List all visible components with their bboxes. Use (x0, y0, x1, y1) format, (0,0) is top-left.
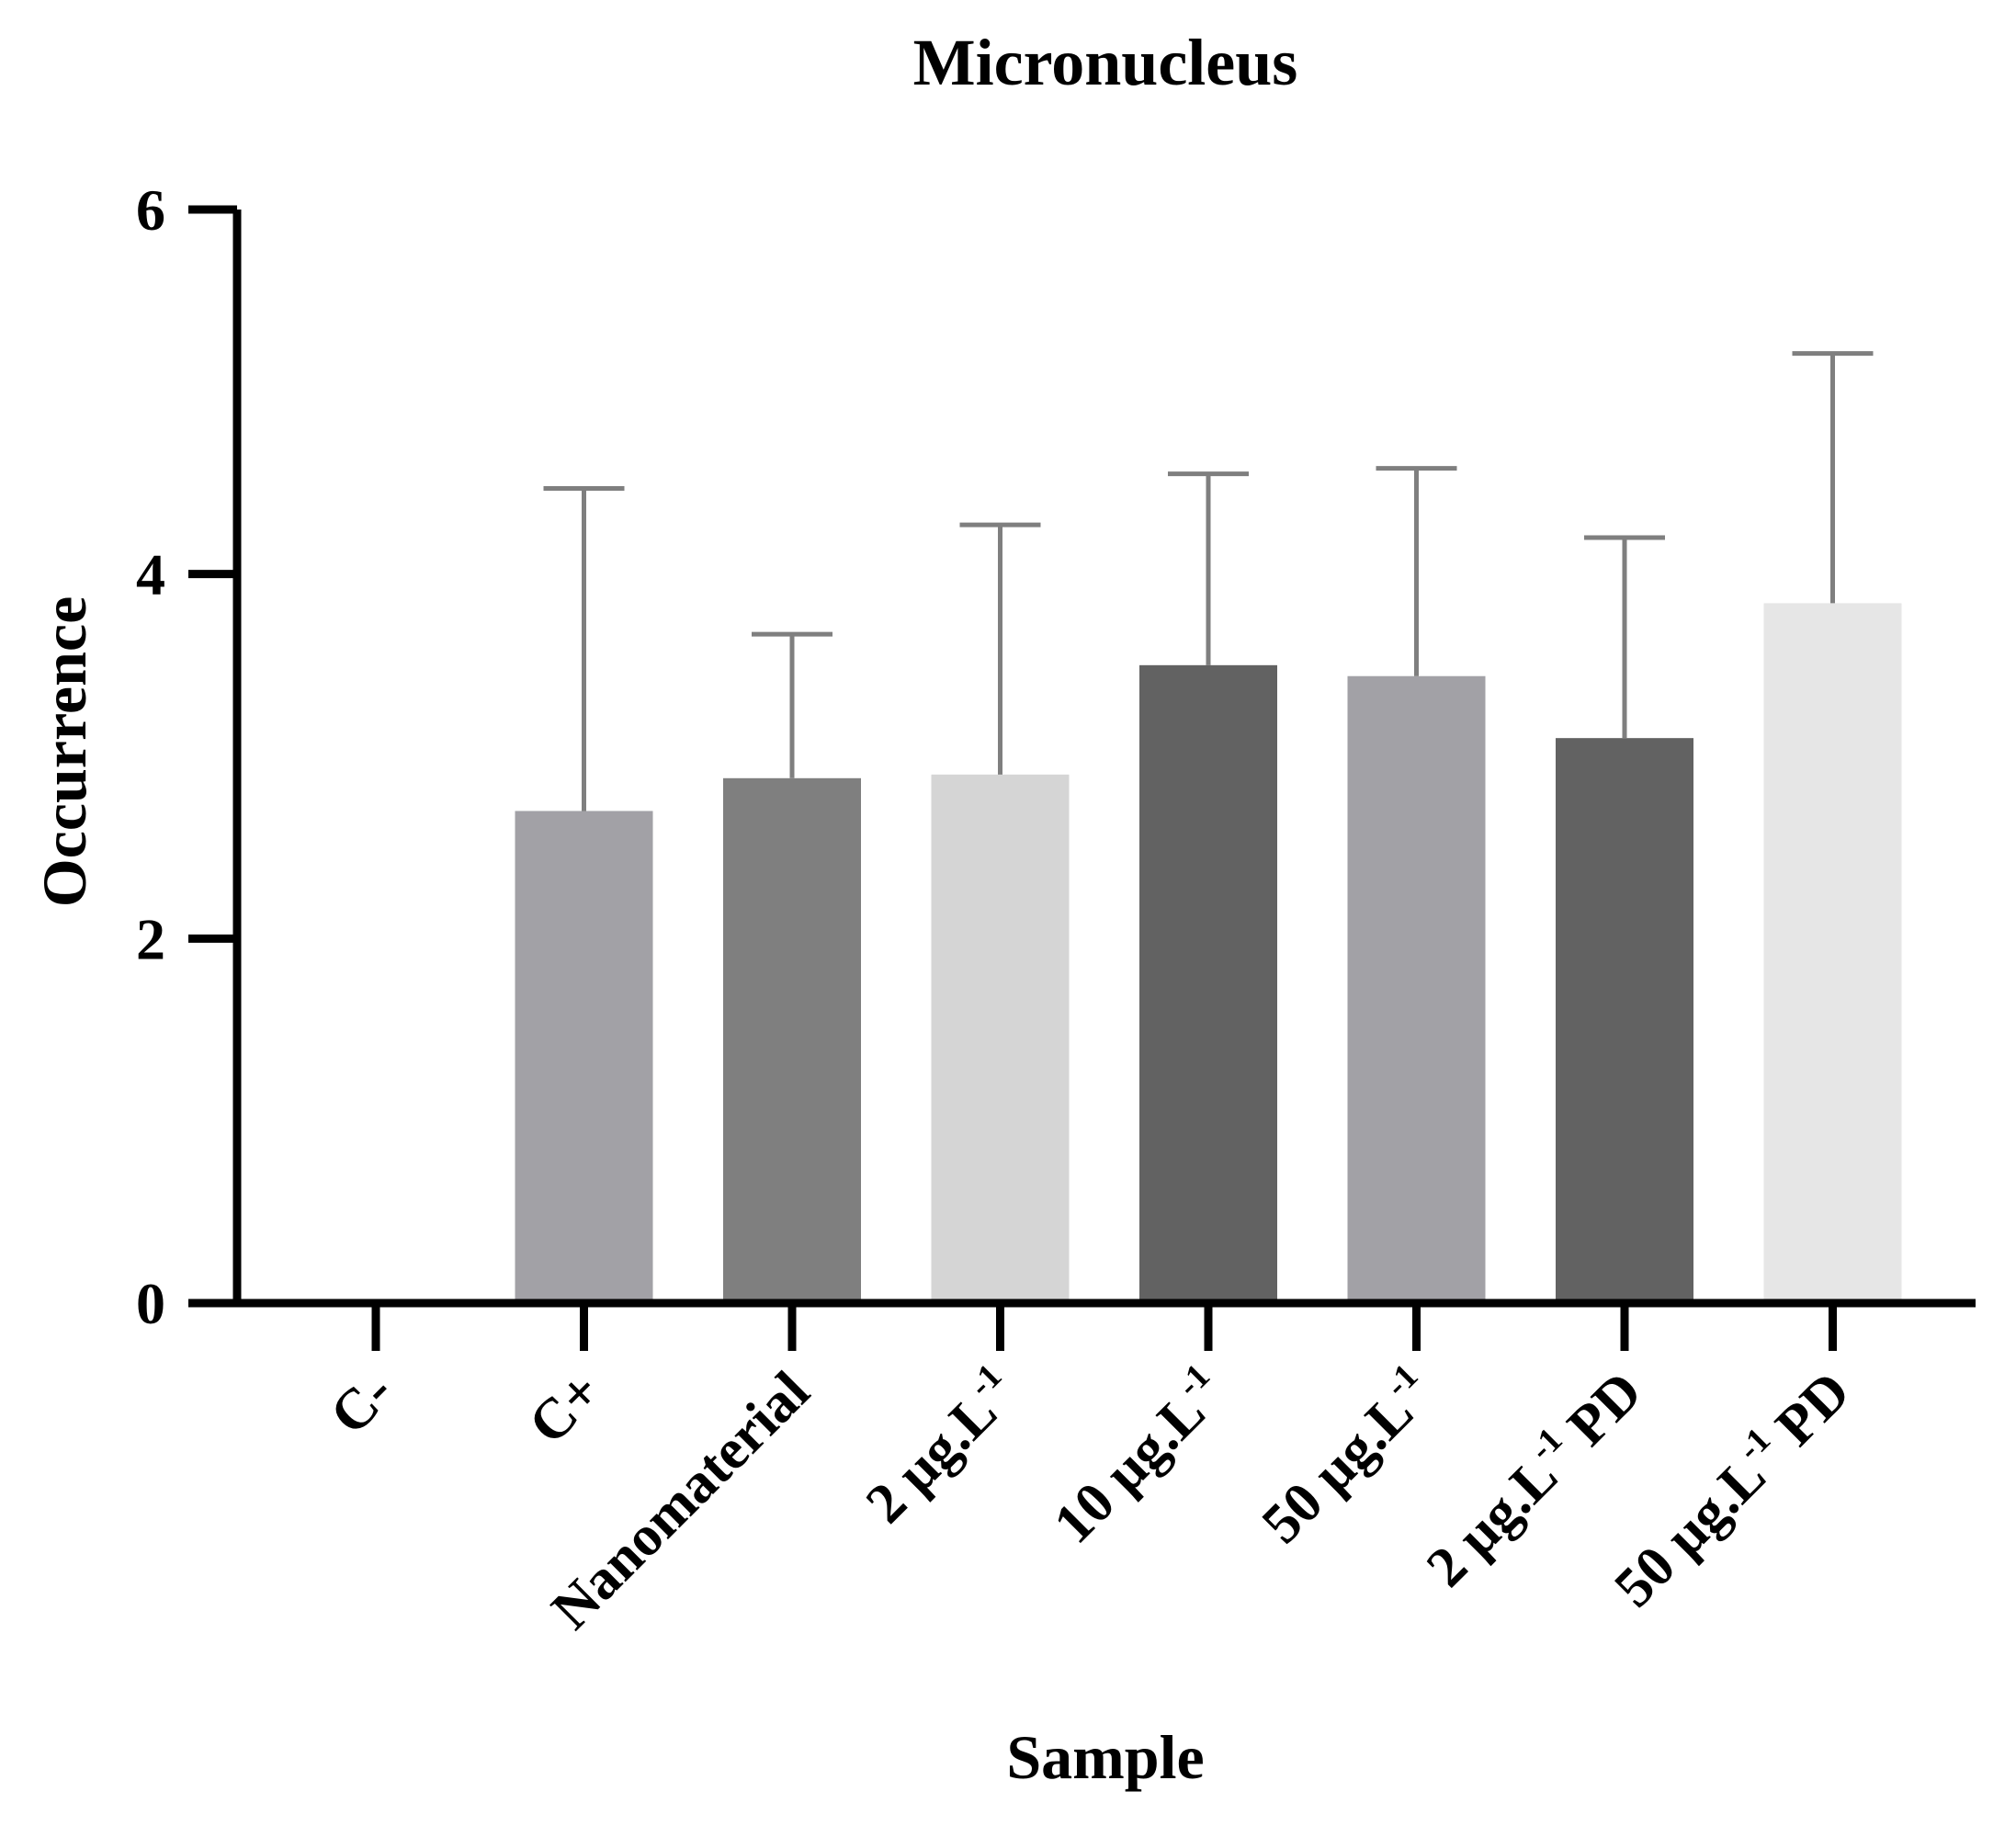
bar (931, 774, 1070, 1303)
y-tick-label: 6 (136, 177, 165, 243)
x-tick-label: C+ (517, 1360, 614, 1457)
bar (1556, 738, 1693, 1303)
chart-title: Micronucleus (913, 26, 1298, 99)
y-axis-label: Occurrence (29, 596, 99, 908)
y-tick-label: 2 (136, 906, 165, 971)
x-tick-label: C- (319, 1360, 405, 1446)
bar (723, 777, 861, 1303)
y-tick-label: 4 (136, 542, 165, 607)
bar (1347, 675, 1486, 1303)
bar (1763, 603, 1902, 1303)
bar (515, 811, 653, 1303)
x-tick-label: 50 µg.L-1 (1247, 1356, 1445, 1555)
x-axis-label: Sample (1006, 1722, 1204, 1792)
x-tick-label: 10 µg.L-1 (1039, 1356, 1238, 1555)
bar (1139, 664, 1277, 1303)
x-tick-label: 2 µg.L-1 (851, 1356, 1029, 1535)
y-tick-label: 0 (136, 1271, 165, 1336)
